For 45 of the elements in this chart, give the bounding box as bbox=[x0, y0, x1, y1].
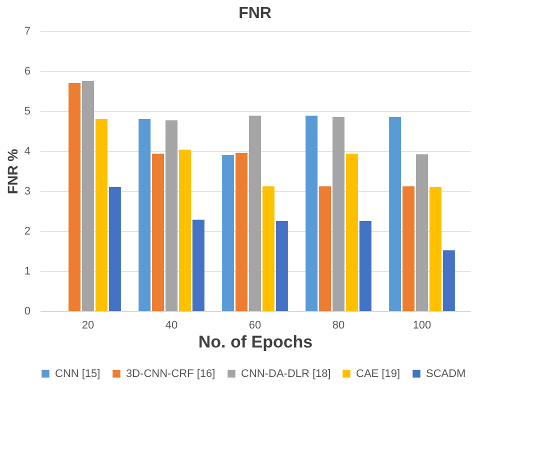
y-axis-title: FNR % bbox=[4, 148, 20, 194]
bar bbox=[402, 186, 415, 311]
bar bbox=[262, 186, 274, 311]
bar bbox=[346, 154, 358, 311]
bar bbox=[319, 186, 332, 311]
y-tick-label: 1 bbox=[24, 266, 30, 278]
y-tick-label: 2 bbox=[24, 226, 30, 238]
x-tick-label: 40 bbox=[165, 320, 178, 332]
legend-label: CAE [19] bbox=[356, 368, 400, 380]
y-tick-label: 5 bbox=[24, 106, 30, 118]
bar bbox=[166, 120, 178, 311]
legend-label: 3D-CNN-CRF [16] bbox=[126, 368, 216, 380]
legend-label: CNN-DA-DLR [18] bbox=[241, 368, 331, 380]
bar bbox=[249, 116, 261, 311]
bar bbox=[332, 117, 344, 311]
bar bbox=[108, 187, 121, 311]
x-tick-label: 60 bbox=[248, 320, 262, 332]
x-tick-label: 100 bbox=[412, 320, 432, 332]
x-tick-label: 20 bbox=[82, 320, 94, 332]
bar bbox=[429, 187, 442, 311]
bar bbox=[222, 155, 234, 311]
y-tick-label: 4 bbox=[24, 146, 30, 158]
bar bbox=[68, 83, 81, 311]
bar bbox=[192, 220, 204, 311]
legend-label: SCADM bbox=[426, 368, 466, 380]
y-tick-label: 3 bbox=[24, 186, 30, 198]
bar bbox=[95, 119, 108, 311]
y-tick-label: 7 bbox=[24, 26, 30, 38]
bar bbox=[138, 119, 151, 311]
chart-title: FNR bbox=[238, 5, 272, 22]
bar bbox=[152, 154, 164, 311]
x-axis-title: No. of Epochs bbox=[198, 332, 313, 352]
legend-label: CNN [15] bbox=[55, 368, 100, 380]
bar bbox=[416, 154, 428, 311]
x-tick-label: 80 bbox=[332, 320, 345, 332]
y-tick-label: 0 bbox=[24, 306, 30, 318]
bar bbox=[442, 250, 455, 311]
bar bbox=[306, 116, 318, 311]
bar bbox=[389, 117, 402, 311]
bar bbox=[82, 81, 94, 311]
bar bbox=[276, 221, 288, 311]
bar bbox=[178, 150, 191, 311]
y-tick-label: 6 bbox=[24, 66, 30, 78]
bar bbox=[236, 153, 248, 311]
bar bbox=[359, 221, 372, 311]
